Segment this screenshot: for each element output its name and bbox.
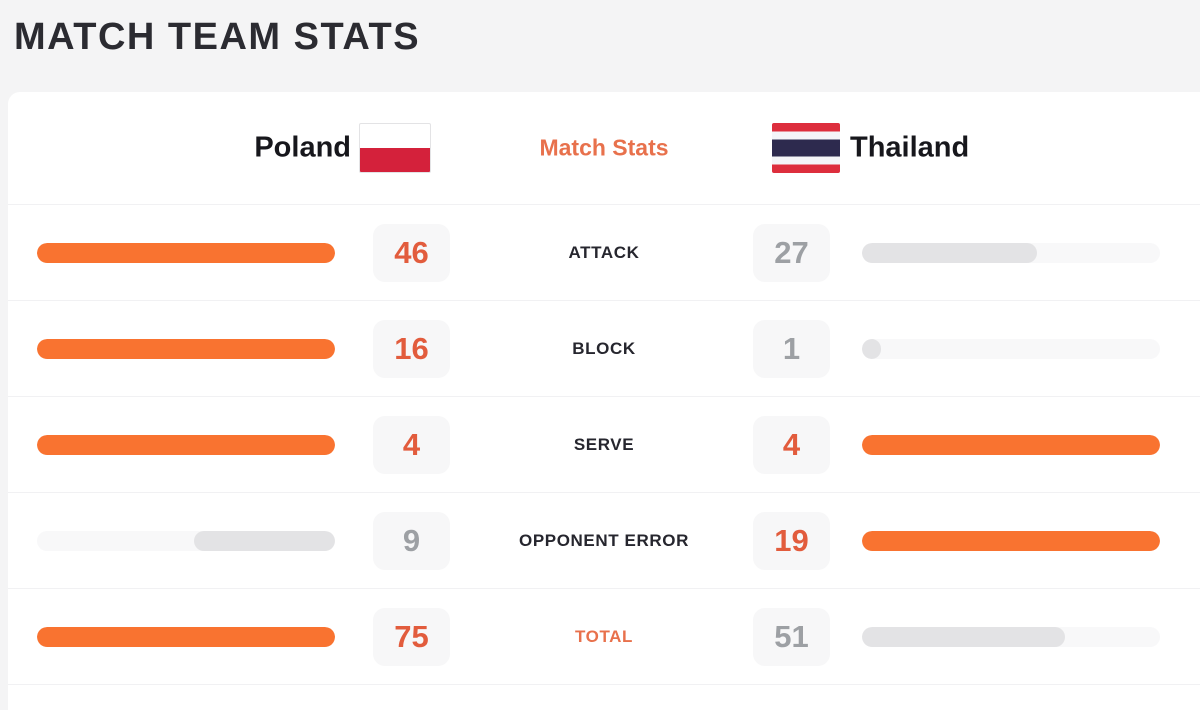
bar-fill bbox=[862, 626, 1065, 647]
away-value: 1 bbox=[753, 319, 830, 378]
thailand-flag-icon bbox=[772, 123, 840, 173]
away-value: 27 bbox=[753, 223, 830, 282]
home-value: 75 bbox=[373, 607, 450, 666]
stat-label: OPPONENT ERROR bbox=[519, 530, 689, 550]
stat-row-serve: 4 SERVE 4 bbox=[8, 397, 1200, 493]
home-stat-bar bbox=[37, 338, 335, 359]
bar-fill bbox=[862, 530, 1160, 551]
home-stat-bar bbox=[37, 434, 335, 455]
stat-row-total: 75 TOTAL 51 bbox=[8, 589, 1200, 685]
home-stat-bar bbox=[37, 530, 335, 551]
stat-label: BLOCK bbox=[572, 338, 636, 358]
bar-fill bbox=[862, 434, 1160, 455]
match-stats-label: Match Stats bbox=[539, 134, 669, 161]
stat-label: ATTACK bbox=[568, 242, 640, 262]
away-stat-bar bbox=[862, 626, 1160, 647]
bar-fill bbox=[193, 530, 335, 551]
away-stat-bar bbox=[862, 338, 1160, 359]
page-title: MATCH TEAM STATS bbox=[14, 16, 421, 58]
stat-label: SERVE bbox=[573, 434, 635, 454]
stat-row-block: 16 BLOCK 1 bbox=[8, 301, 1200, 397]
home-stat-bar bbox=[37, 242, 335, 263]
away-stat-bar bbox=[862, 242, 1160, 263]
stat-rows: 46 ATTACK 27 16 BLOCK 1 4 SERVE 4 9 OPPONENT ERROR… bbox=[8, 205, 1200, 685]
home-team-name: Poland bbox=[254, 131, 351, 164]
away-stat-bar bbox=[862, 434, 1160, 455]
away-stat-bar bbox=[862, 530, 1160, 551]
stat-label: TOTAL bbox=[574, 626, 634, 646]
home-value: 9 bbox=[373, 511, 450, 570]
bar-fill bbox=[862, 338, 881, 359]
home-value: 4 bbox=[373, 415, 450, 474]
home-value: 46 bbox=[373, 223, 450, 282]
away-value: 4 bbox=[753, 415, 830, 474]
bar-fill bbox=[862, 242, 1037, 263]
away-team-name: Thailand bbox=[850, 131, 970, 164]
away-value: 19 bbox=[753, 511, 830, 570]
stat-row-attack: 46 ATTACK 27 bbox=[8, 205, 1200, 301]
home-stat-bar bbox=[37, 626, 335, 647]
bar-fill bbox=[37, 626, 335, 647]
bar-fill bbox=[37, 434, 335, 455]
bar-fill bbox=[37, 242, 335, 263]
home-value: 16 bbox=[373, 319, 450, 378]
match-stats-card: Poland Match Stats Thailand 46 ATTACK 27 16… bbox=[8, 92, 1200, 710]
poland-flag-icon bbox=[359, 123, 431, 173]
stat-row-opponent-error: 9 OPPONENT ERROR 19 bbox=[8, 493, 1200, 589]
card-header: Poland Match Stats Thailand bbox=[8, 92, 1200, 205]
bar-fill bbox=[37, 338, 335, 359]
away-value: 51 bbox=[753, 607, 830, 666]
